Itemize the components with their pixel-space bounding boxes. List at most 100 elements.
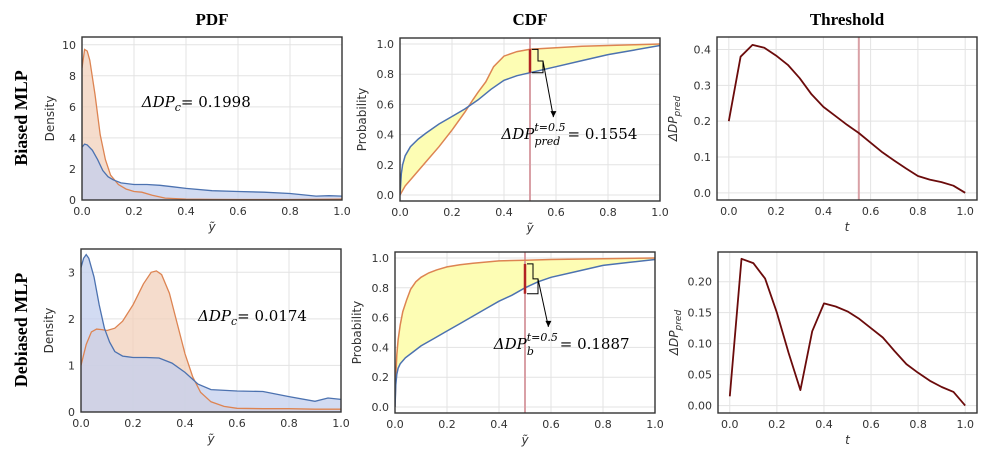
x-tick-label: 0.8 bbox=[909, 418, 927, 431]
y-tick-label: 10 bbox=[62, 39, 76, 52]
x-tick-label: 0.0 bbox=[72, 417, 90, 430]
cdf-gap-area bbox=[400, 44, 660, 195]
x-axis-label: ỹ bbox=[525, 221, 534, 235]
x-tick-label: 0.6 bbox=[228, 417, 246, 430]
x-tick-label: 0.2 bbox=[125, 205, 143, 218]
panel-threshold-biased: 0.0 0.2 0.4 0.6 0.8 1.0 0.0 0.1 0.2 0.3 0.4 t ΔDPpre… bbox=[666, 36, 978, 234]
panel-cdf-debiased: 0.0 0.2 0.4 0.6 0.8 1.0 0.0 0.2 0.4 0.6 0.8 1.0 ỹ Pro… bbox=[350, 251, 664, 447]
cdf-line-group-b bbox=[395, 258, 655, 408]
axes-frame bbox=[716, 36, 978, 201]
y-tick-label: 2 bbox=[68, 313, 75, 326]
x-axis-label: ỹ bbox=[207, 220, 216, 234]
x-tick-label: 1.0 bbox=[956, 205, 974, 218]
panel-pdf-biased: 0.0 0.2 0.4 0.6 0.8 1.0 0 2 4 6 8 10 ỹ Density ΔDPc= 0… bbox=[43, 36, 351, 234]
x-axis-label: ỹ bbox=[206, 432, 215, 446]
metric-annotation: ΔDPt=0.5 pred = 0.1554 bbox=[500, 121, 637, 148]
panel-cdf-biased: 0.0 0.2 0.4 0.6 0.8 1.0 0.0 0.2 0.4 0.6 0.8 1.0 ỹ Pro… bbox=[355, 37, 669, 235]
column-title-pdf: PDF bbox=[195, 10, 228, 29]
x-tick-label: 0.8 bbox=[909, 205, 927, 218]
y-tick-label: 0.8 bbox=[372, 282, 390, 295]
y-tick-label: 0.0 bbox=[372, 401, 390, 414]
y-tick-label: 0.4 bbox=[372, 341, 390, 354]
y-tick-label: 4 bbox=[69, 132, 76, 145]
y-tick-label: 0 bbox=[69, 194, 76, 207]
x-tick-label: 1.0 bbox=[956, 418, 974, 431]
x-axis-label: t bbox=[845, 433, 851, 447]
y-tick-label: 1.0 bbox=[372, 252, 390, 265]
cdf-line-group-a bbox=[395, 257, 655, 408]
x-tick-label: 0.6 bbox=[862, 418, 880, 431]
y-tick-label: 2 bbox=[69, 163, 76, 176]
y-tick-label: 0.0 bbox=[694, 187, 712, 200]
y-tick-label: 0.05 bbox=[688, 369, 713, 382]
dp-pred-line bbox=[728, 257, 966, 407]
x-tick-label: 0.8 bbox=[594, 418, 612, 431]
x-tick-label: 1.0 bbox=[333, 205, 351, 218]
x-tick-label: 0.4 bbox=[176, 417, 194, 430]
y-axis-label: Density bbox=[42, 308, 56, 354]
cdf-gap-area bbox=[395, 258, 655, 407]
panel-pdf-debiased: 0.0 0.2 0.4 0.6 0.8 1.0 0 1 2 3 ỹ Density ΔDPc= 0.01… bbox=[42, 248, 350, 446]
axes-frame bbox=[80, 248, 342, 413]
density-line-group_b bbox=[81, 253, 341, 402]
y-tick-label: 0 bbox=[68, 406, 75, 419]
x-tick-label: 0.4 bbox=[815, 205, 833, 218]
y-tick-label: 0.6 bbox=[377, 98, 395, 111]
x-tick-label: 0.2 bbox=[443, 206, 461, 219]
x-tick-label: 0.6 bbox=[542, 418, 560, 431]
cdf-line-group-b bbox=[400, 44, 660, 196]
y-axis-label: ΔDPpred bbox=[667, 310, 684, 357]
y-tick-label: 0.20 bbox=[688, 276, 713, 289]
y-axis-label: Density bbox=[43, 96, 57, 142]
row-title-biased: Biased MLP bbox=[11, 70, 31, 166]
metric-annotation: ΔDPt=0.5 b = 0.1887 bbox=[493, 331, 630, 358]
plot-area bbox=[81, 253, 341, 412]
x-tick-label: 0.0 bbox=[720, 205, 738, 218]
x-tick-label: 0.0 bbox=[73, 205, 91, 218]
x-tick-label: 0.2 bbox=[767, 205, 785, 218]
x-tick-label: 1.0 bbox=[332, 417, 350, 430]
plot-area bbox=[727, 37, 966, 200]
y-axis-label: ΔDPpred bbox=[666, 96, 683, 143]
arrow-shaft bbox=[537, 278, 549, 328]
plot-area bbox=[728, 257, 966, 407]
x-tick-label: 0.8 bbox=[599, 206, 617, 219]
density-line-group_a bbox=[81, 270, 341, 410]
plot-area bbox=[395, 252, 655, 413]
density-line-group_a bbox=[82, 48, 342, 200]
x-tick-label: 0.2 bbox=[124, 417, 142, 430]
y-tick-label: 0.10 bbox=[688, 338, 713, 351]
axes-frame bbox=[81, 36, 343, 201]
x-tick-label: 0.2 bbox=[768, 418, 786, 431]
x-tick-label: 1.0 bbox=[651, 206, 669, 219]
plot-area bbox=[400, 38, 660, 201]
column-title-threshold: Threshold bbox=[810, 10, 885, 29]
density-line-group_b bbox=[82, 143, 342, 197]
axes-frame bbox=[717, 251, 978, 414]
x-tick-label: 0.0 bbox=[391, 206, 409, 219]
plot-area bbox=[82, 48, 342, 200]
x-tick-label: 0.4 bbox=[495, 206, 513, 219]
arrow-shaft bbox=[542, 60, 554, 118]
x-tick-label: 0.8 bbox=[281, 205, 299, 218]
brace-icon bbox=[527, 263, 539, 295]
axes-frame bbox=[394, 251, 656, 414]
metric-annotation: ΔDPc= 0.1998 bbox=[141, 93, 251, 114]
y-axis-label: Probability bbox=[355, 88, 369, 151]
x-axis-label: ỹ bbox=[520, 433, 529, 447]
y-tick-label: 0.15 bbox=[688, 307, 713, 320]
y-tick-label: 0.2 bbox=[694, 115, 712, 128]
y-tick-label: 6 bbox=[69, 101, 76, 114]
x-tick-label: 0.4 bbox=[177, 205, 195, 218]
y-tick-label: 8 bbox=[69, 70, 76, 83]
x-tick-label: 0.0 bbox=[721, 418, 739, 431]
y-axis-label: Probability bbox=[350, 301, 364, 364]
y-tick-label: 0.2 bbox=[372, 371, 390, 384]
y-tick-label: 0.2 bbox=[377, 159, 395, 172]
cdf-line-group-a bbox=[400, 43, 660, 196]
x-tick-label: 1.0 bbox=[646, 418, 664, 431]
x-axis-label: t bbox=[845, 220, 851, 234]
y-tick-label: 0.00 bbox=[688, 400, 713, 413]
y-tick-label: 3 bbox=[68, 266, 75, 279]
